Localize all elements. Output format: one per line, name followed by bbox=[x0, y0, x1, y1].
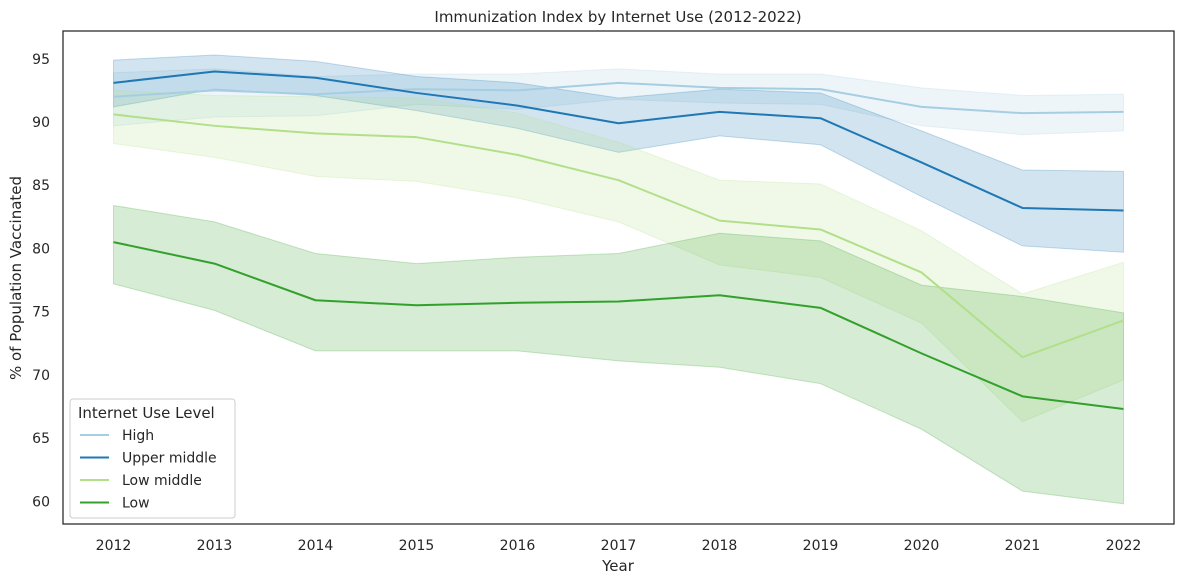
plot-frame bbox=[62, 30, 1175, 525]
legend: Internet Use Level High Upper middle Low m… bbox=[69, 398, 236, 519]
x-tick-label: 2022 bbox=[1106, 538, 1142, 554]
x-axis-title: Year bbox=[601, 557, 635, 575]
series-line-upper-middle bbox=[113, 70, 1124, 212]
series-line-low-middle bbox=[113, 113, 1124, 359]
y-tick-label: 75 bbox=[32, 305, 50, 321]
x-tick-label: 2021 bbox=[1005, 538, 1041, 554]
legend-label: Low bbox=[122, 496, 150, 512]
series-line-high bbox=[113, 81, 1124, 115]
ci-band-upper-middle bbox=[113, 54, 1124, 253]
x-tick-label: 2013 bbox=[197, 538, 233, 554]
x-tick-label: 2020 bbox=[904, 538, 940, 554]
series-line-low bbox=[113, 241, 1124, 410]
y-tick-label: 95 bbox=[32, 52, 50, 68]
y-tick-label: 60 bbox=[32, 494, 50, 510]
y-axis-title: % of Population Vaccinated bbox=[7, 176, 25, 380]
series-lines bbox=[113, 70, 1124, 410]
y-tick-label: 90 bbox=[32, 115, 50, 131]
legend-box bbox=[69, 398, 236, 519]
x-tick-label: 2018 bbox=[702, 538, 738, 554]
axes: 2012 2013 2014 2015 2016 2017 2018 2019 2020 2021… bbox=[32, 30, 1175, 554]
legend-label: Low middle bbox=[122, 473, 202, 489]
legend-label: Upper middle bbox=[122, 451, 217, 467]
ci-band-low bbox=[113, 204, 1124, 505]
ci-band-low-middle bbox=[113, 89, 1124, 423]
x-tick-label: 2017 bbox=[601, 538, 637, 554]
y-tick-label: 80 bbox=[32, 241, 50, 257]
legend-items: High Upper middle Low middle Low bbox=[80, 428, 217, 512]
x-tick-label: 2015 bbox=[399, 538, 435, 554]
legend-label: High bbox=[122, 428, 154, 444]
chart-title: Immunization Index by Internet Use (2012… bbox=[434, 8, 801, 26]
x-tick-label: 2012 bbox=[96, 538, 132, 554]
x-tick-label: 2016 bbox=[500, 538, 536, 554]
y-tick-label: 85 bbox=[32, 178, 50, 194]
x-tick-label: 2019 bbox=[803, 538, 839, 554]
legend-title: Internet Use Level bbox=[78, 404, 215, 422]
y-tick-label: 70 bbox=[32, 368, 50, 384]
x-tick-label: 2014 bbox=[298, 538, 334, 554]
y-tick-label: 65 bbox=[32, 431, 50, 447]
